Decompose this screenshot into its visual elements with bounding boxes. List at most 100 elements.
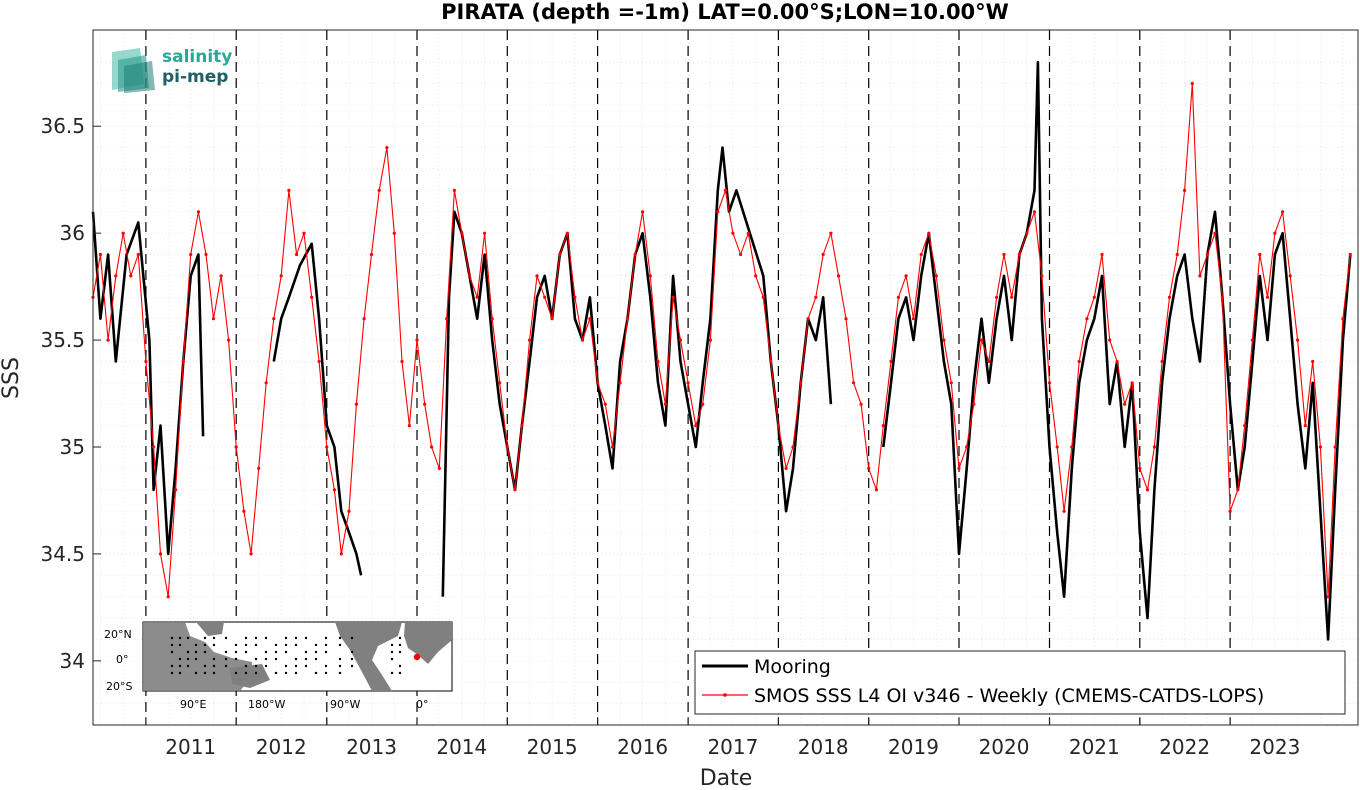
smos-series-point [369, 252, 374, 257]
smos-series-point [769, 359, 773, 364]
smos-series-point [264, 381, 268, 385]
smos-series-point [1160, 359, 1164, 364]
inset-buoy-dot [314, 657, 318, 661]
smos-series-point [904, 274, 908, 278]
smos-series-point [1220, 295, 1224, 299]
inset-buoy-dot [178, 657, 182, 661]
smos-series-point [114, 274, 118, 278]
smos-series-point [1318, 445, 1322, 449]
smos-series-point [189, 252, 193, 257]
smos-series-point [400, 359, 404, 364]
smos-series-point [814, 295, 818, 299]
smos-series-point [1055, 445, 1059, 449]
smos-series-point [152, 445, 156, 449]
inset-buoy-dot [324, 643, 328, 647]
smos-series-point [806, 317, 810, 321]
x-tick-label: 2018 [798, 735, 849, 759]
inset-buoy-dot [203, 664, 207, 668]
smos-series-point [475, 295, 479, 299]
smos-series-point [385, 146, 389, 150]
smos-series-point [158, 552, 163, 556]
smos-series-point [1183, 188, 1187, 192]
smos-series-point [821, 252, 825, 257]
inset-lon-90e: 90°E [180, 698, 206, 711]
inset-buoy-dot [304, 664, 308, 668]
inset-buoy-dot [244, 636, 248, 640]
inset-buoy-dot [254, 643, 258, 647]
mooring-series-line [882, 60, 1352, 641]
mooring-series-line [272, 242, 363, 576]
smos-series-point [1288, 274, 1292, 278]
smos-series-point [528, 338, 532, 342]
smos-series-point [174, 488, 178, 492]
smos-series-point [1303, 424, 1307, 428]
smos-series-point [1258, 252, 1262, 257]
smos-series-point [859, 402, 863, 406]
year-dividers [145, 30, 1231, 725]
smos-series-point [1025, 231, 1029, 235]
smos-series-point [678, 338, 683, 342]
smos-series-point [415, 338, 419, 342]
smos-series-point [287, 188, 291, 192]
inset-buoy-dot [212, 657, 216, 661]
smos-series-point [694, 424, 698, 428]
smos-series-point [1070, 445, 1074, 449]
smos-series-point [166, 595, 170, 599]
inset-buoy-dot [254, 636, 258, 640]
smos-series-point [407, 424, 411, 428]
smos-series-point [295, 252, 299, 257]
smos-series-point [129, 274, 133, 278]
inset-buoy-dot [170, 664, 174, 668]
smos-series-point [1077, 359, 1081, 364]
smos-series-point [272, 317, 276, 321]
smos-series-point [1152, 445, 1156, 449]
mooring-series-line [91, 211, 205, 556]
inset-buoy-dot [350, 657, 354, 661]
inset-buoy-dot [398, 664, 402, 668]
smos-series-point [671, 295, 675, 299]
smos-series-point [1341, 317, 1345, 321]
smos-series-point [234, 445, 238, 449]
smos-series-point [227, 338, 231, 342]
smos-series-point [430, 445, 434, 449]
inset-buoy-dot [284, 636, 288, 640]
inset-buoy-dot [338, 643, 342, 647]
smos-series-point [648, 274, 652, 278]
x-tick-label: 2016 [617, 735, 668, 759]
inset-buoy-dot [186, 664, 190, 668]
inset-buoy-dot [274, 643, 278, 647]
inset-buoy-dot [304, 657, 308, 661]
inset-lat-20n: 20°N [104, 628, 132, 641]
smos-series-point [550, 317, 554, 321]
inset-buoy-dot [224, 650, 228, 654]
smos-series-point [1190, 81, 1194, 86]
smos-series-point [1243, 424, 1247, 428]
x-tick-label: 2015 [527, 735, 578, 759]
smos-series-point [196, 210, 200, 214]
inset-buoy-dot [186, 657, 190, 661]
smos-series-point [302, 231, 306, 235]
inset-buoy-dot [398, 636, 402, 640]
y-tick-label: 35.5 [40, 328, 85, 352]
smos-series-point [1326, 595, 1330, 599]
inset-buoy-dot [170, 636, 174, 640]
inset-buoy-dot [212, 664, 216, 668]
inset-buoy-dot [186, 636, 190, 640]
inset-buoy-dot [254, 657, 258, 661]
smos-series-point [1145, 488, 1150, 492]
smos-series-point [965, 445, 969, 449]
inset-buoy-dot [390, 643, 394, 647]
smos-series-point [1032, 210, 1037, 214]
inset-buoy-dot [294, 671, 298, 675]
inset-lat-0: 0° [116, 653, 129, 666]
smos-series-point [656, 359, 660, 364]
smos-series-point [942, 338, 946, 342]
inset-buoy-dot [274, 671, 278, 675]
smos-series-point [310, 295, 314, 299]
y-axis-ticks: 34 34.5 35 35.5 36 36.5 [40, 114, 101, 673]
smos-series-point [513, 488, 517, 492]
smos-series-point [686, 381, 690, 385]
inset-buoy-dot [224, 664, 228, 668]
legend-label-smos: SMOS SSS L4 OI v346 - Weekly (CMEMS-CATD… [754, 685, 1264, 707]
inset-buoy-dot [244, 664, 248, 668]
